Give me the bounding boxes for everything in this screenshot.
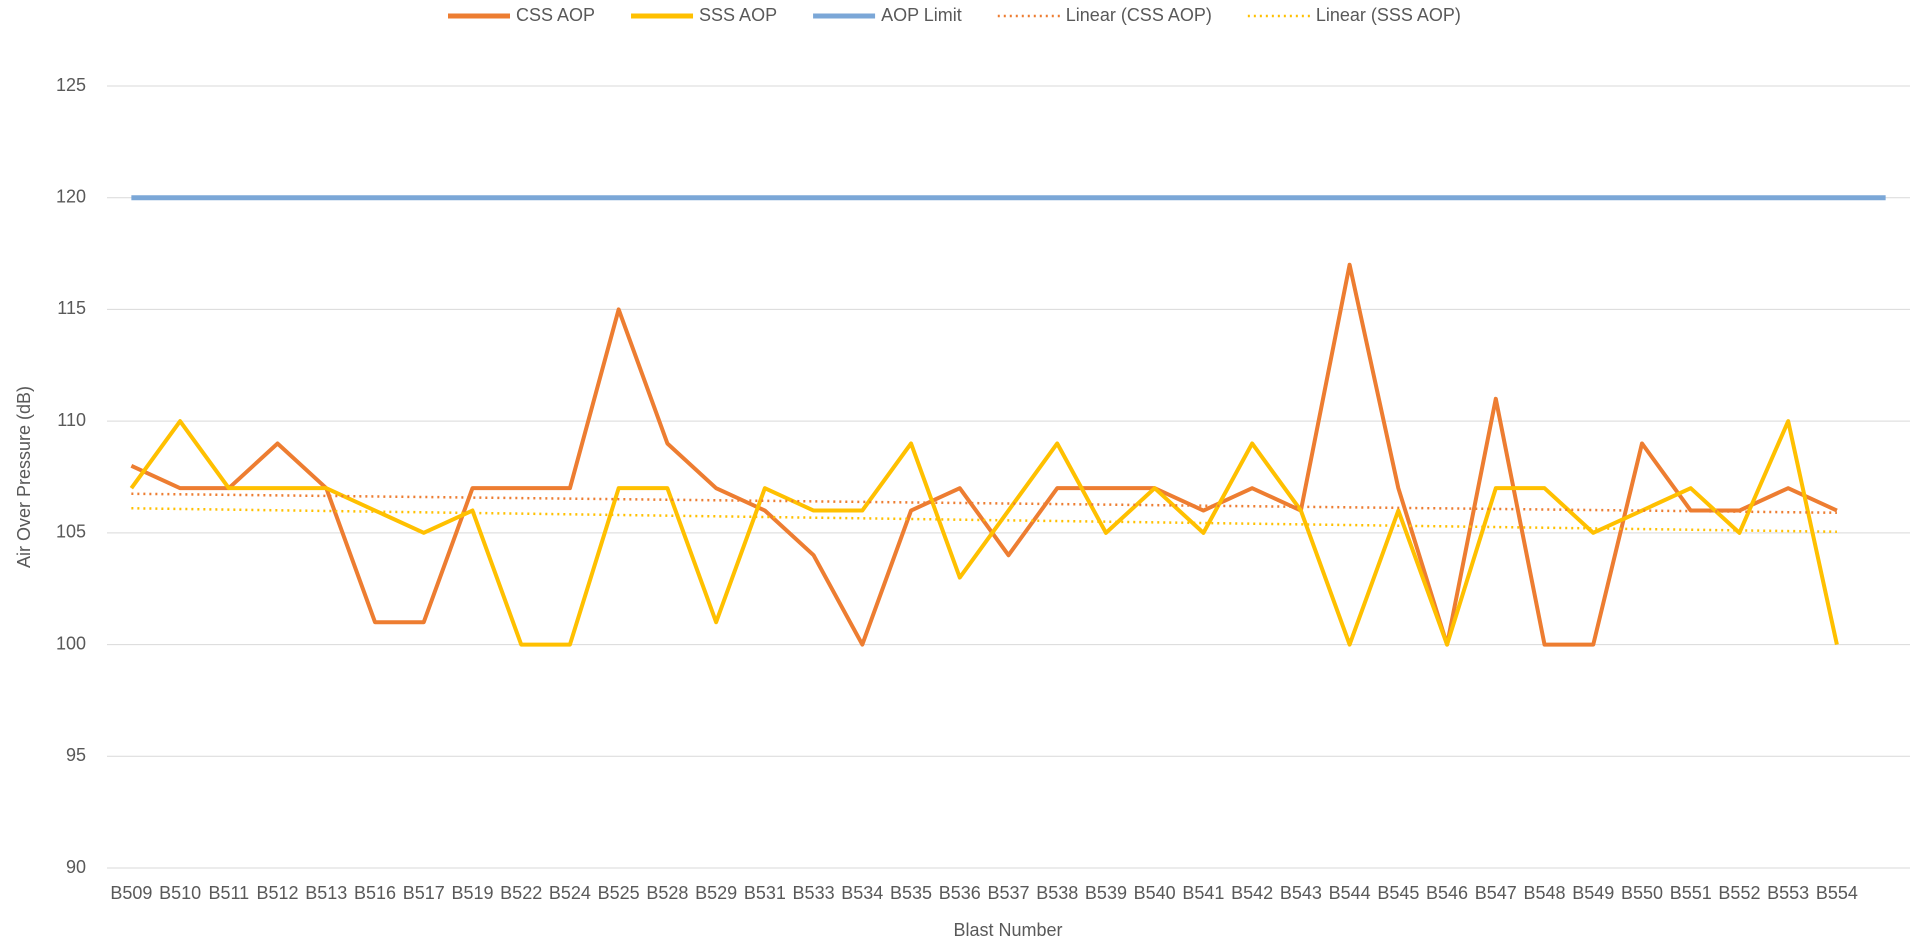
x-tick-label: B549	[1572, 883, 1614, 903]
x-tick-label: B542	[1231, 883, 1273, 903]
x-tick-label: B544	[1329, 883, 1371, 903]
x-tick-label: B531	[744, 883, 786, 903]
x-tick-label: B512	[257, 883, 299, 903]
y-tick-label: 120	[56, 186, 86, 206]
x-tick-label: B513	[305, 883, 347, 903]
x-tick-label: B516	[354, 883, 396, 903]
x-axis-title: Blast Number	[953, 920, 1062, 940]
x-tick-label: B547	[1475, 883, 1517, 903]
x-tick-label: B519	[451, 883, 493, 903]
x-tick-label: B543	[1280, 883, 1322, 903]
x-tick-label: B533	[793, 883, 835, 903]
x-tick-label: B528	[646, 883, 688, 903]
x-tick-label: B540	[1134, 883, 1176, 903]
x-tick-label: B536	[939, 883, 981, 903]
y-tick-label: 115	[57, 298, 86, 318]
x-tick-label: B510	[159, 883, 201, 903]
x-tick-label: B541	[1182, 883, 1224, 903]
line-series	[130, 262, 1838, 647]
legend-label: SSS AOP	[699, 5, 777, 25]
trendline	[131, 492, 1837, 514]
x-tick-label: B552	[1718, 883, 1760, 903]
x-tick-label: B546	[1426, 883, 1468, 903]
x-tick-label: B529	[695, 883, 737, 903]
x-tick-label: B538	[1036, 883, 1078, 903]
y-tick-label: 110	[57, 410, 86, 430]
x-tick-label: B535	[890, 883, 932, 903]
x-tick-label: B550	[1621, 883, 1663, 903]
y-axis-title: Air Over Pressure (dB)	[14, 386, 34, 568]
x-tick-label: B511	[208, 883, 249, 903]
x-tick-label: B517	[403, 883, 445, 903]
legend-label: AOP Limit	[881, 5, 962, 25]
y-tick-label: 90	[66, 857, 86, 877]
x-tick-label: B548	[1524, 883, 1566, 903]
trendline	[131, 507, 1837, 533]
x-tick-label: B525	[598, 883, 640, 903]
x-tick-label: B522	[500, 883, 542, 903]
legend-label: Linear (CSS AOP)	[1066, 5, 1212, 25]
line-series	[129, 419, 1839, 647]
x-tick-label: B539	[1085, 883, 1127, 903]
x-tick-label: B509	[110, 883, 152, 903]
x-tick-label: B534	[841, 883, 883, 903]
y-tick-label: 105	[56, 522, 86, 542]
x-tick-label: B551	[1670, 883, 1712, 903]
y-tick-label: 95	[66, 745, 86, 765]
x-tick-label: B553	[1767, 883, 1809, 903]
y-tick-label: 125	[56, 75, 86, 95]
x-tick-label: B524	[549, 883, 591, 903]
y-tick-label: 100	[56, 633, 86, 653]
x-tick-label: B537	[987, 883, 1029, 903]
legend-label: CSS AOP	[516, 5, 595, 25]
x-tick-label: B554	[1816, 883, 1858, 903]
legend-label: Linear (SSS AOP)	[1316, 5, 1461, 25]
x-tick-label: B545	[1377, 883, 1419, 903]
